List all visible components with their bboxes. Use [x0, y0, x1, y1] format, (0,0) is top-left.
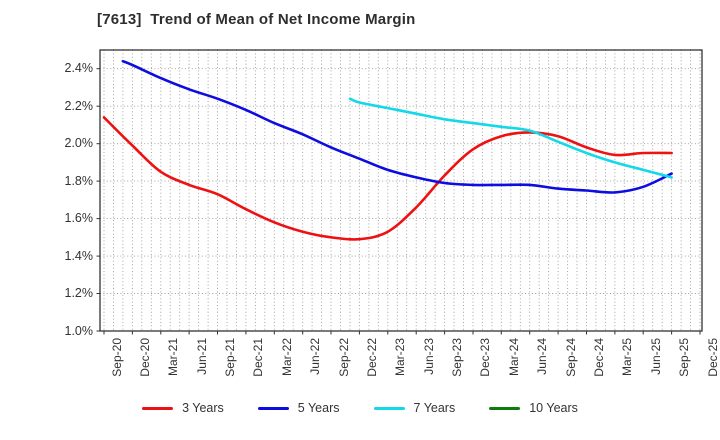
- x-tick-label: Dec-21: [251, 338, 266, 377]
- x-tick-label: Sep-20: [109, 338, 124, 377]
- legend-label: 3 Years: [182, 401, 224, 415]
- x-tick-label: Mar-23: [393, 338, 408, 377]
- x-tick-label: Sep-25: [677, 338, 692, 377]
- x-tick-label: Mar-21: [166, 338, 181, 377]
- plot-border: [99, 49, 703, 332]
- x-tick-label: Sep-22: [336, 338, 351, 377]
- y-tick-label: 2.4%: [64, 61, 94, 76]
- legend-swatch: [257, 406, 289, 410]
- legend-item-5-years: 5 Years: [257, 401, 340, 415]
- x-tick-label: Jun-25: [648, 338, 663, 375]
- x-tick-label: Mar-24: [506, 338, 521, 377]
- x-tick-label: Jun-23: [421, 338, 436, 375]
- x-tick-label: Dec-20: [137, 338, 152, 377]
- x-tick-label: Dec-23: [478, 338, 493, 377]
- series-line-3-years: [102, 116, 673, 241]
- x-tick-label: Sep-23: [450, 338, 465, 377]
- x-tick-label: Jun-24: [535, 338, 550, 375]
- legend-item-7-years: 7 Years: [373, 401, 456, 415]
- legend-label: 10 Years: [529, 401, 578, 415]
- legend-item-3-years: 3 Years: [142, 401, 224, 415]
- y-tick-label: 1.4%: [64, 248, 94, 263]
- legend-swatch: [373, 406, 405, 410]
- legend-label: 5 Years: [297, 401, 340, 415]
- x-tick-label: Jun-22: [308, 338, 323, 375]
- legend-item-10-years: 10 Years: [489, 401, 578, 415]
- x-tick-label: Sep-21: [223, 338, 238, 377]
- y-tick-label: 2.2%: [64, 98, 94, 113]
- y-tick-label: 2.0%: [64, 136, 94, 151]
- legend-swatch: [142, 406, 174, 410]
- y-tick-label: 1.8%: [64, 173, 94, 188]
- chart-legend: 3 Years 5 Years 7 Years 10 Years: [0, 401, 720, 415]
- x-tick-label: Mar-25: [620, 338, 635, 377]
- series-line-7-years: [348, 97, 673, 179]
- legend-swatch: [489, 406, 521, 410]
- y-tick-label: 1.0%: [64, 323, 94, 338]
- y-tick-label: 1.2%: [64, 286, 94, 301]
- x-tick-label: Dec-22: [364, 338, 379, 377]
- y-tick-label: 1.6%: [64, 211, 94, 226]
- x-tick-label: Dec-25: [705, 338, 720, 377]
- series-line-5-years: [121, 59, 673, 194]
- x-tick-label: Mar-22: [279, 338, 294, 377]
- legend-label: 7 Years: [413, 401, 456, 415]
- x-tick-label: Jun-21: [194, 338, 209, 375]
- x-tick-label: Sep-24: [563, 338, 578, 377]
- x-tick-label: Dec-24: [591, 338, 606, 377]
- chart-title: [7613] Trend of Mean of Net Income Margi…: [97, 11, 416, 28]
